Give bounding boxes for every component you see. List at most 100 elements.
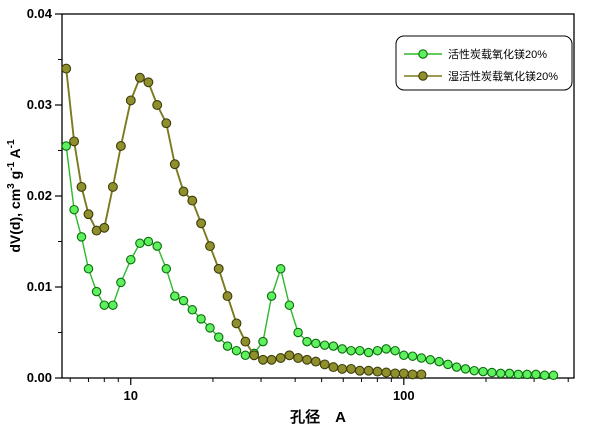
data-point [161, 118, 172, 129]
data-point [504, 368, 515, 379]
x-axis: 10 100 [69, 378, 569, 403]
data-point [275, 353, 286, 363]
y-tick-label: 0.03 [27, 97, 52, 112]
data-point [399, 350, 409, 361]
data-point [222, 291, 233, 302]
data-point [355, 345, 365, 356]
data-point [319, 359, 330, 370]
data-point [407, 351, 418, 361]
data-point [249, 350, 260, 361]
data-point [266, 354, 277, 365]
data-point [311, 338, 321, 349]
data-point [115, 141, 126, 151]
data-point [134, 72, 145, 83]
data-point [451, 362, 462, 372]
data-point [69, 204, 79, 215]
data-point [363, 365, 374, 376]
data-point [284, 350, 295, 361]
data-point [416, 353, 427, 363]
data-point [302, 354, 312, 365]
data-point [170, 291, 180, 301]
data-point [213, 332, 224, 342]
data-point [116, 277, 126, 288]
data-point [372, 366, 383, 377]
data-point [161, 264, 172, 274]
data-point [196, 314, 206, 324]
data-point [169, 159, 180, 170]
series-2 [61, 63, 427, 380]
data-point [495, 368, 506, 379]
x-tick-label: 10 [124, 388, 138, 403]
data-point [231, 318, 242, 329]
data-point [107, 181, 118, 192]
x-axis-title: 孔径 A [290, 408, 346, 426]
data-point [91, 286, 102, 297]
data-point [152, 241, 162, 251]
y-tick-label: 0.04 [27, 6, 53, 21]
data-point [487, 367, 497, 378]
data-point [460, 364, 471, 374]
data-point [178, 295, 189, 306]
data-point [76, 181, 87, 192]
data-point [302, 336, 312, 347]
data-point [76, 232, 87, 242]
legend-entry: 湿活性炭载氧化镁20% [404, 69, 558, 83]
data-point [531, 369, 541, 380]
data-point [443, 359, 453, 370]
data-point [381, 367, 392, 378]
data-point [126, 254, 136, 265]
data-point [346, 363, 357, 374]
data-point [381, 344, 391, 354]
legend-entry: 活性炭载氧化镁20% [404, 47, 547, 61]
data-point [258, 354, 268, 365]
data-point [61, 63, 72, 74]
data-point [83, 209, 94, 220]
data-point [328, 362, 339, 373]
data-point [187, 305, 198, 315]
data-point [196, 218, 207, 229]
data-point [310, 356, 321, 367]
data-point [513, 369, 524, 380]
legend: 活性炭载氧化镁20% 湿活性炭载氧化镁20% [395, 35, 573, 91]
y-axis-title: dV(d), cm3 g-1 A-1 [6, 139, 23, 253]
data-point [522, 369, 532, 380]
data-point [425, 355, 436, 365]
data-point [135, 238, 145, 249]
data-point [363, 347, 374, 358]
y-tick-label: 0.00 [27, 370, 52, 385]
data-point [143, 236, 154, 247]
data-point [213, 263, 224, 274]
data-point [293, 353, 304, 363]
data-point [125, 95, 136, 106]
data-point [108, 300, 118, 310]
data-point [469, 365, 479, 376]
data-point [99, 222, 110, 233]
data-point [258, 336, 268, 347]
data-point [231, 345, 242, 356]
y-tick-label: 0.01 [27, 279, 52, 294]
data-point [205, 323, 215, 333]
legend-label: 湿活性炭载氧化镁20% [448, 69, 558, 83]
data-point [372, 345, 383, 356]
data-point [390, 368, 401, 379]
data-point [275, 264, 286, 274]
data-point [337, 363, 348, 374]
data-point [478, 366, 488, 377]
data-point [222, 341, 233, 351]
legend-marker-sample [418, 71, 428, 81]
legend-label: 活性炭载氧化镁20% [448, 47, 547, 61]
data-point [240, 350, 251, 361]
data-point [398, 368, 409, 379]
data-point [319, 340, 330, 350]
data-point [178, 186, 189, 197]
data-point [328, 341, 339, 351]
data-point [152, 100, 163, 110]
series-1 [61, 141, 559, 381]
data-point [346, 345, 356, 356]
data-point [205, 241, 215, 252]
data-point [61, 141, 71, 151]
data-point [416, 369, 427, 380]
data-point [337, 344, 347, 354]
